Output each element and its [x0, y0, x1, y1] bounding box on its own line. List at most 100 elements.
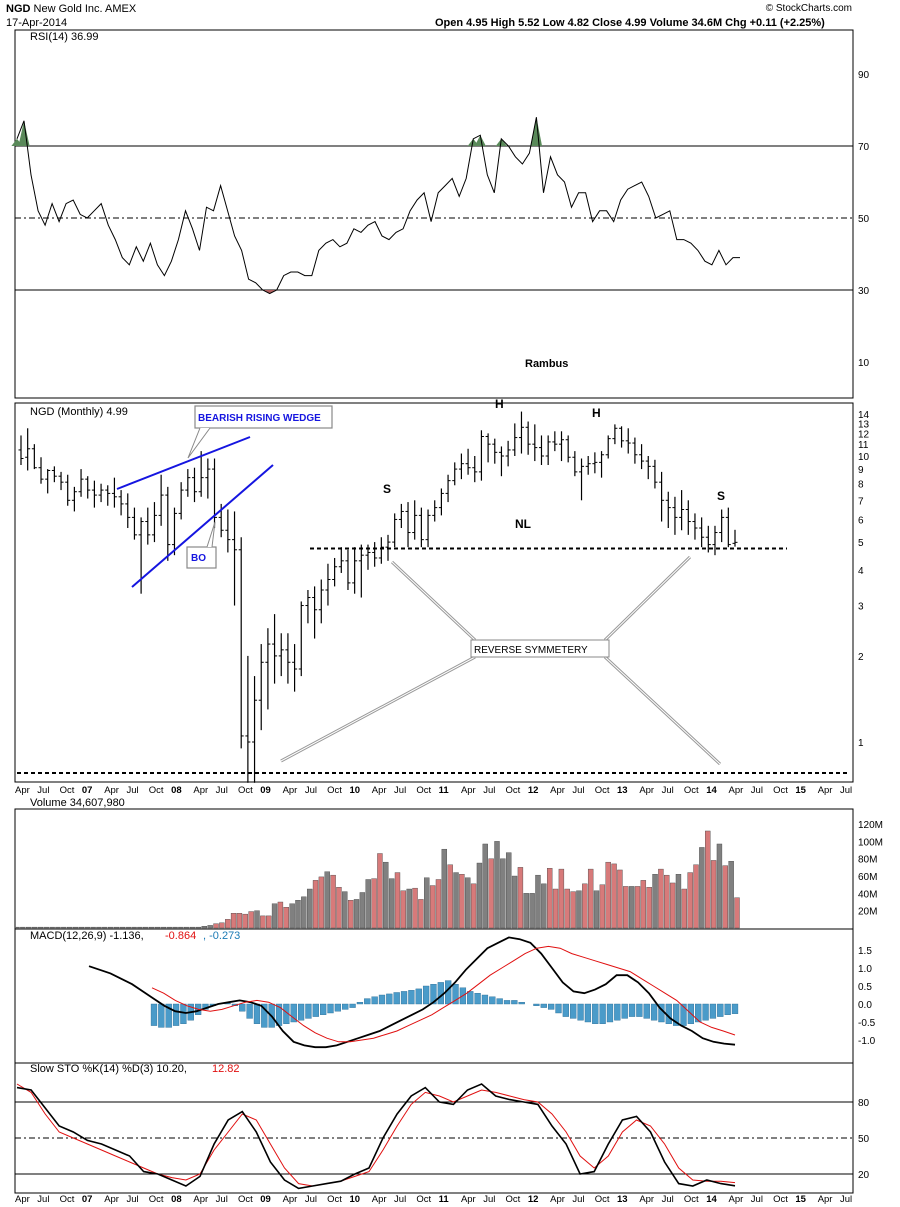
volume-bar — [383, 861, 389, 929]
price-tick-label: 9 — [858, 465, 864, 476]
sto-d-legend: 12.82 — [212, 1063, 240, 1075]
x-axis-label-price: Oct — [149, 785, 164, 796]
volume-tick-label: 60M — [858, 872, 877, 883]
volume-bar — [699, 847, 705, 929]
x-axis-label-price: 07 — [82, 785, 93, 796]
macd-histogram-bar — [650, 1003, 658, 1021]
macd-histogram-bar — [305, 1003, 312, 1019]
volume-bar — [687, 872, 693, 929]
volume-bar — [394, 872, 401, 929]
price-tick-label: 13 — [858, 419, 870, 430]
volume-bar — [535, 874, 541, 929]
macd-histogram-bar — [371, 996, 378, 1005]
volume-bar — [558, 868, 565, 929]
macd-histogram-bar — [261, 1003, 268, 1028]
volume-bar — [166, 926, 172, 929]
volume-bar — [20, 926, 26, 929]
bo-callout-box — [186, 546, 217, 569]
x-axis-label-bottom: Oct — [684, 1194, 699, 1205]
x-axis-label-price: Oct — [595, 785, 610, 796]
sto-tick-label: 80 — [858, 1098, 870, 1109]
rsi-tick-label: 90 — [858, 70, 870, 81]
volume-bar — [465, 877, 471, 929]
macd-histogram-bar — [511, 1000, 518, 1005]
macd-histogram-bar — [680, 1003, 687, 1026]
volume-bar — [347, 900, 354, 929]
volume-bar — [195, 926, 202, 929]
macd-histogram-bar — [731, 1003, 739, 1014]
volume-bar — [506, 852, 512, 929]
volume-bar — [710, 860, 717, 929]
x-axis-label-price: 13 — [617, 785, 628, 796]
volume-tick-label: 20M — [858, 907, 877, 918]
volume-bar — [84, 926, 90, 929]
symmetry-box — [470, 639, 610, 658]
macd-histogram-bar — [562, 1003, 569, 1017]
macd-histogram-bar — [547, 1003, 555, 1010]
volume-bar — [734, 897, 740, 929]
macd-histogram-bar — [518, 1002, 525, 1005]
macd-histogram-bar — [312, 1003, 319, 1017]
macd-histogram-bar — [577, 1003, 584, 1021]
volume-bar — [61, 926, 67, 929]
wedge-callout-pointer — [187, 427, 211, 459]
price-tick-label: 11 — [858, 440, 869, 451]
macd-signal-legend: -0.864 — [165, 930, 196, 942]
x-axis-label-price: 09 — [260, 785, 271, 796]
macd-histogram-bar — [584, 1003, 592, 1023]
volume-bar — [511, 875, 518, 929]
macd-histogram-bar — [364, 998, 371, 1005]
volume-bar — [266, 915, 272, 929]
pattern-label: H — [592, 406, 601, 420]
rsi-tick-label: 10 — [858, 358, 870, 369]
volume-bar — [330, 874, 336, 929]
x-axis-label-price: 14 — [706, 785, 717, 796]
x-axis-label-price: Jul — [394, 785, 406, 796]
volume-bar — [254, 910, 260, 929]
macd-histogram-bar — [415, 988, 422, 1005]
rsi-line — [16, 117, 740, 295]
x-axis-label-price: Apr — [818, 785, 833, 796]
macd-histogram-bar — [246, 1003, 253, 1019]
x-axis-label-bottom: 08 — [171, 1194, 182, 1205]
macd-histogram-bar — [327, 1003, 334, 1014]
x-axis-label-price: Oct — [684, 785, 699, 796]
x-axis-label-price: Oct — [506, 785, 521, 796]
x-axis-label-bottom: Apr — [550, 1194, 565, 1205]
volume-bar — [424, 877, 430, 929]
x-axis-label-bottom: Oct — [506, 1194, 521, 1205]
pattern-label: S — [717, 489, 725, 503]
volume-bar — [640, 880, 647, 929]
volume-bar — [336, 887, 342, 929]
volume-bar — [113, 926, 120, 929]
x-axis-label-price: Jul — [840, 785, 852, 796]
macd-histogram-bar — [673, 1003, 680, 1026]
x-axis-label-price: Jul — [751, 785, 763, 796]
x-axis-label-price: Jul — [37, 785, 49, 796]
volume-bar — [66, 926, 73, 929]
macd-hist-legend: , -0.273 — [203, 930, 240, 942]
panel-frame-sto — [14, 1062, 854, 1194]
volume-bar — [184, 926, 190, 929]
volume-bar — [96, 926, 102, 929]
macd-histogram-bar — [297, 1003, 305, 1021]
volume-bar — [102, 926, 108, 929]
x-axis-label-bottom: Oct — [416, 1194, 431, 1205]
sto-k-line — [16, 1083, 736, 1190]
x-axis-label-bottom: 14 — [706, 1194, 717, 1205]
volume-bar — [628, 886, 635, 929]
x-axis-label-bottom: Jul — [126, 1194, 138, 1205]
x-axis-label-price: Jul — [305, 785, 317, 796]
macd-histogram-bar — [253, 1003, 261, 1024]
x-axis-label-price: 08 — [171, 785, 182, 796]
macd-histogram-bar — [408, 990, 415, 1005]
volume-bar — [318, 876, 325, 929]
macd-histogram-bar — [172, 1003, 180, 1026]
x-axis-label-bottom: 07 — [82, 1194, 93, 1205]
volume-bar — [517, 867, 524, 929]
volume-bar — [617, 869, 623, 929]
macd-line — [88, 936, 736, 1049]
macd-histogram-bar — [533, 1003, 540, 1006]
macd-histogram-bar — [342, 1003, 349, 1010]
